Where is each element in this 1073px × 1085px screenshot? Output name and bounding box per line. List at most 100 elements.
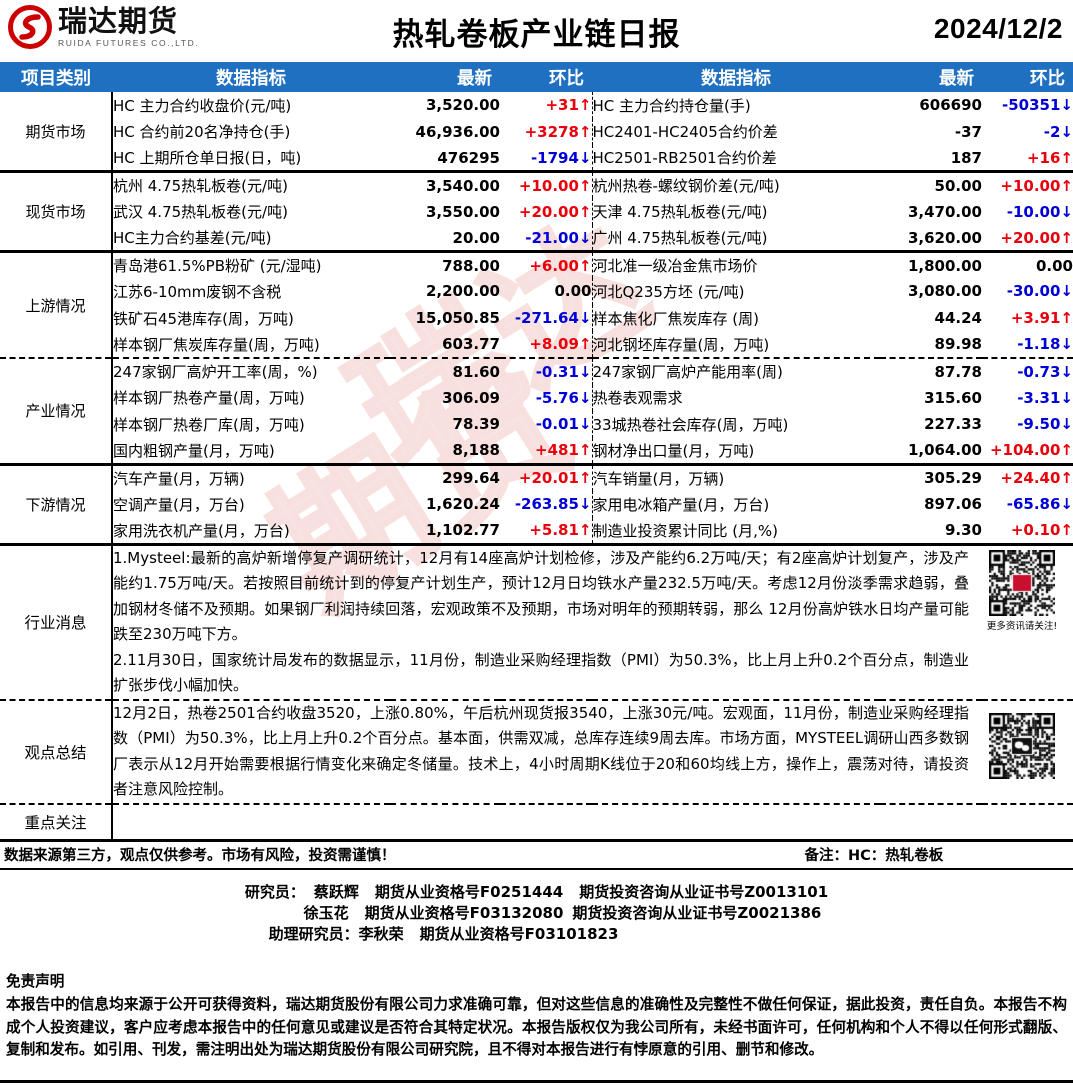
indicator-name-right: 样本焦化厂焦炭库存 (周) <box>592 309 759 328</box>
indicator-name-right: 247家钢厂高炉产能用率(周) <box>592 363 783 382</box>
indicator-change-left: +481↑ <box>500 437 593 466</box>
table-row: 样本钢厂热卷产量(周，万吨) 306.09 -5.76↓ 热卷表观需求 315.60 -3… <box>0 384 1073 412</box>
indicator-change-left: +20.00↑ <box>500 198 593 225</box>
analyst-1-name: 蔡跃辉 <box>313 882 359 901</box>
col-header-indicator-right: 数据指标 <box>592 62 880 92</box>
table-row: HC主力合约基差(元/吨) 20.00 -21.00↓ 广州 4.75热轧板卷(元/吨… <box>0 224 1073 254</box>
indicator-name-right: 钢材净出口量(月，万吨) <box>592 437 880 466</box>
indicator-name-right: HC2401-HC2405合约价差 <box>592 123 778 142</box>
indicator-name-right: 河北钢坯库存量(周，万吨) <box>592 331 880 359</box>
indicator-value-right: 897.06 <box>924 495 982 514</box>
indicator-name-right: 广州 4.75热轧板卷(元/吨) <box>592 224 880 254</box>
indicator-value-left: 20.00 <box>390 224 500 254</box>
table-row: HC 合约前20名净持仓(手) 46,936.00 +3278↑ HC2401-HC2… <box>0 118 1073 146</box>
indicator-name-left: 青岛港61.5%PB粉矿 (元/湿吨) <box>113 257 322 276</box>
indicator-value-left: 78.39 <box>452 415 500 434</box>
analyst-1-qualification: 期货从业资格号F0251444 <box>374 882 564 901</box>
news-paragraphs: 1.Mysteel:最新的高炉新增停复产调研统计，12月有14座高炉计划检修，涉… <box>113 546 1073 699</box>
indicator-value-right: 305.29 <box>924 469 982 488</box>
indicator-value-right: 1,800.00 <box>907 256 982 275</box>
indicator-value-right: 44.24 <box>934 309 982 328</box>
indicator-change-right: -30.00↓ <box>1006 282 1073 301</box>
indicator-change-right: +10.00↑ <box>1000 176 1073 195</box>
disclaimer-section: 免责声明 本报告中的信息均来源于公开可获得资料，瑞达期货股份有限公司力求准确可靠… <box>0 971 1073 1062</box>
indicator-change-right: +3.91↑ <box>1010 309 1073 328</box>
col-header-latest-left: 最新 <box>390 62 500 92</box>
indicator-change-left: +8.09↑ <box>500 331 593 359</box>
indicator-value-right: 3,080.00 <box>907 282 982 301</box>
indicator-value-right: 315.60 <box>924 388 982 407</box>
indicator-change-left: +6.00↑ <box>500 251 593 279</box>
analyst-2-certificate: 期货投资咨询从业证书号Z0021386 <box>572 903 822 922</box>
indicator-value-right: 87.78 <box>934 362 982 381</box>
col-header-category: 项目类别 <box>0 62 112 92</box>
indicator-name-left: 江苏6-10mm废钢不含税 <box>113 282 282 301</box>
ruida-swirl-icon <box>8 5 52 49</box>
indicator-name-left: 国内粗钢产量(月，万吨) <box>112 437 390 466</box>
disclaimer-body: 本报告中的信息均来源于公开可获得资料，瑞达期货股份有限公司力求准确可靠，但对这些… <box>6 996 1067 1059</box>
table-row: 铁矿石45港库存(周，万吨) 15,050.85 -271.64↓ 样本焦化厂焦炭库存… <box>0 304 1073 332</box>
indicator-name-left: HC 上期所仓单日报(日，吨) <box>112 145 390 174</box>
indicator-value-left: 299.64 <box>442 469 500 488</box>
indicator-name-left: HC主力合约基差(元/吨) <box>112 224 390 254</box>
row-category-1: 现货市场 <box>0 171 113 254</box>
indicator-value-left: 3,550.00 <box>425 202 500 221</box>
indicator-value-left: 46,936.00 <box>415 122 500 141</box>
indicator-change-right: -65.86↓ <box>1006 495 1073 514</box>
row-category-2: 上游情况 <box>0 251 113 359</box>
indicator-name-right: 天津 4.75热轧板卷(元/吨) <box>592 203 768 222</box>
indicator-name-left: HC 主力合约收盘价(元/吨) <box>113 96 292 115</box>
row-category-4: 下游情况 <box>0 464 113 546</box>
indicator-name-left: 样本钢厂焦炭库存量(周，万吨) <box>112 331 390 359</box>
indicator-change-left: +31↑ <box>500 92 593 119</box>
indicator-change-left: -5.76↓ <box>500 384 593 412</box>
indicator-change-left: +20.01↑ <box>500 464 593 491</box>
indicator-name-right: 制造业投资累计同比 (月,%) <box>592 517 880 546</box>
indicator-change-right: -0.73↓ <box>1017 362 1073 381</box>
table-row: 下游情况 汽车产量(月，万辆) 299.64 +20.01↑ 汽车销量(月，万辆) 305… <box>0 464 1073 546</box>
indicator-name-right: 河北准一级冶金焦市场价 <box>592 257 758 276</box>
qr-code-icon-official[interactable] <box>989 549 1055 616</box>
news-paragraph-1: 1.Mysteel:最新的高炉新增停复产调研统计，12月有14座高炉计划检修，涉… <box>113 548 969 644</box>
analyst-label: 研究员： <box>244 882 305 901</box>
indicator-change-right: -3.31↓ <box>1017 388 1073 407</box>
indicator-change-right: -2↓ <box>1043 122 1073 141</box>
indicator-value-right: 3,470.00 <box>907 202 982 221</box>
news-category-label: 行业消息 <box>0 544 113 699</box>
news-paragraph-2: 2.11月30日，国家统计局发布的数据显示，11月份，制造业采购经理指数（PMI… <box>113 650 969 695</box>
indicator-change-right: +104.00↑ <box>982 437 1073 466</box>
indicator-value-left: 603.77 <box>390 331 500 359</box>
analyst-row-1: 研究员： 蔡跃辉 期货从业资格号F0251444 期货投资咨询从业证书号Z001310… <box>0 882 1073 903</box>
indicator-change-left: -0.01↓ <box>500 411 593 438</box>
analyst-2-qualification: 期货从业资格号F03132080 <box>364 903 564 922</box>
indicator-value-right: -37 <box>954 122 982 141</box>
wechat-qr-block <box>973 712 1071 779</box>
analyst-1-certificate: 期货投资咨询从业证书号Z0013101 <box>579 882 829 901</box>
indicator-name-right: 33城热卷社会库存(周，万吨) <box>592 415 789 434</box>
bottom-rule <box>0 1080 1073 1083</box>
col-header-change-right: 环比 <box>982 62 1073 92</box>
indicator-value-left: 788.00 <box>442 256 500 275</box>
table-row: 江苏6-10mm废钢不含税 2,200.00 0.00 河北Q235方坯 (元/吨) 3… <box>0 278 1073 305</box>
table-row: 上游情况 青岛港61.5%PB粉矿 (元/湿吨) 788.00 +6.00↑ 河北准一级… <box>0 251 1073 359</box>
assistant-qualification: 期货从业资格号F03101823 <box>419 924 619 943</box>
row-category-0: 期货市场 <box>0 92 113 174</box>
indicator-value-left: 306.09 <box>442 388 500 407</box>
qr-code-icon-wechat[interactable] <box>989 712 1055 779</box>
col-header-change-left: 环比 <box>500 62 592 92</box>
page-title: 热轧卷板产业链日报 <box>392 17 681 53</box>
indicator-change-left: +5.81↑ <box>500 517 593 546</box>
indicator-value-right: 9.30 <box>880 517 982 546</box>
news-content-cell: 1.Mysteel:最新的高炉新增停复产调研统计，12月有14座高炉计划检修，涉… <box>112 544 1073 699</box>
table-row: 空调产量(月，万台) 1,620.24 -263.85↓ 家用电冰箱产量(月，万台) 8… <box>0 490 1073 518</box>
news-row: 行业消息 1.Mysteel:最新的高炉新增停复产调研统计，12月有14座高炉计… <box>0 544 1073 699</box>
indicator-change-left: -263.85↓ <box>500 490 593 518</box>
indicator-value-left: 8,188 <box>390 437 500 466</box>
indicator-name-left: 247家钢厂高炉开工率(周，%) <box>113 363 318 382</box>
indicator-change-right: -50351↓ <box>1002 96 1073 115</box>
table-row: 国内粗钢产量(月，万吨) 8,188 +481↑ 钢材净出口量(月，万吨) 1,064.… <box>0 437 1073 466</box>
disclaimer-title: 免责声明 <box>6 972 65 990</box>
indicator-name-right: 家用电冰箱产量(月，万台) <box>592 495 770 514</box>
source-note-bar: 数据来源第三方，观点仅供参考。市场有风险，投资需谨慎！ 备注：HC：热轧卷板 <box>0 838 1073 870</box>
table-row: 样本钢厂热卷厂库(周，万吨) 78.39 -0.01↓ 33城热卷社会库存(周，万吨)… <box>0 411 1073 438</box>
